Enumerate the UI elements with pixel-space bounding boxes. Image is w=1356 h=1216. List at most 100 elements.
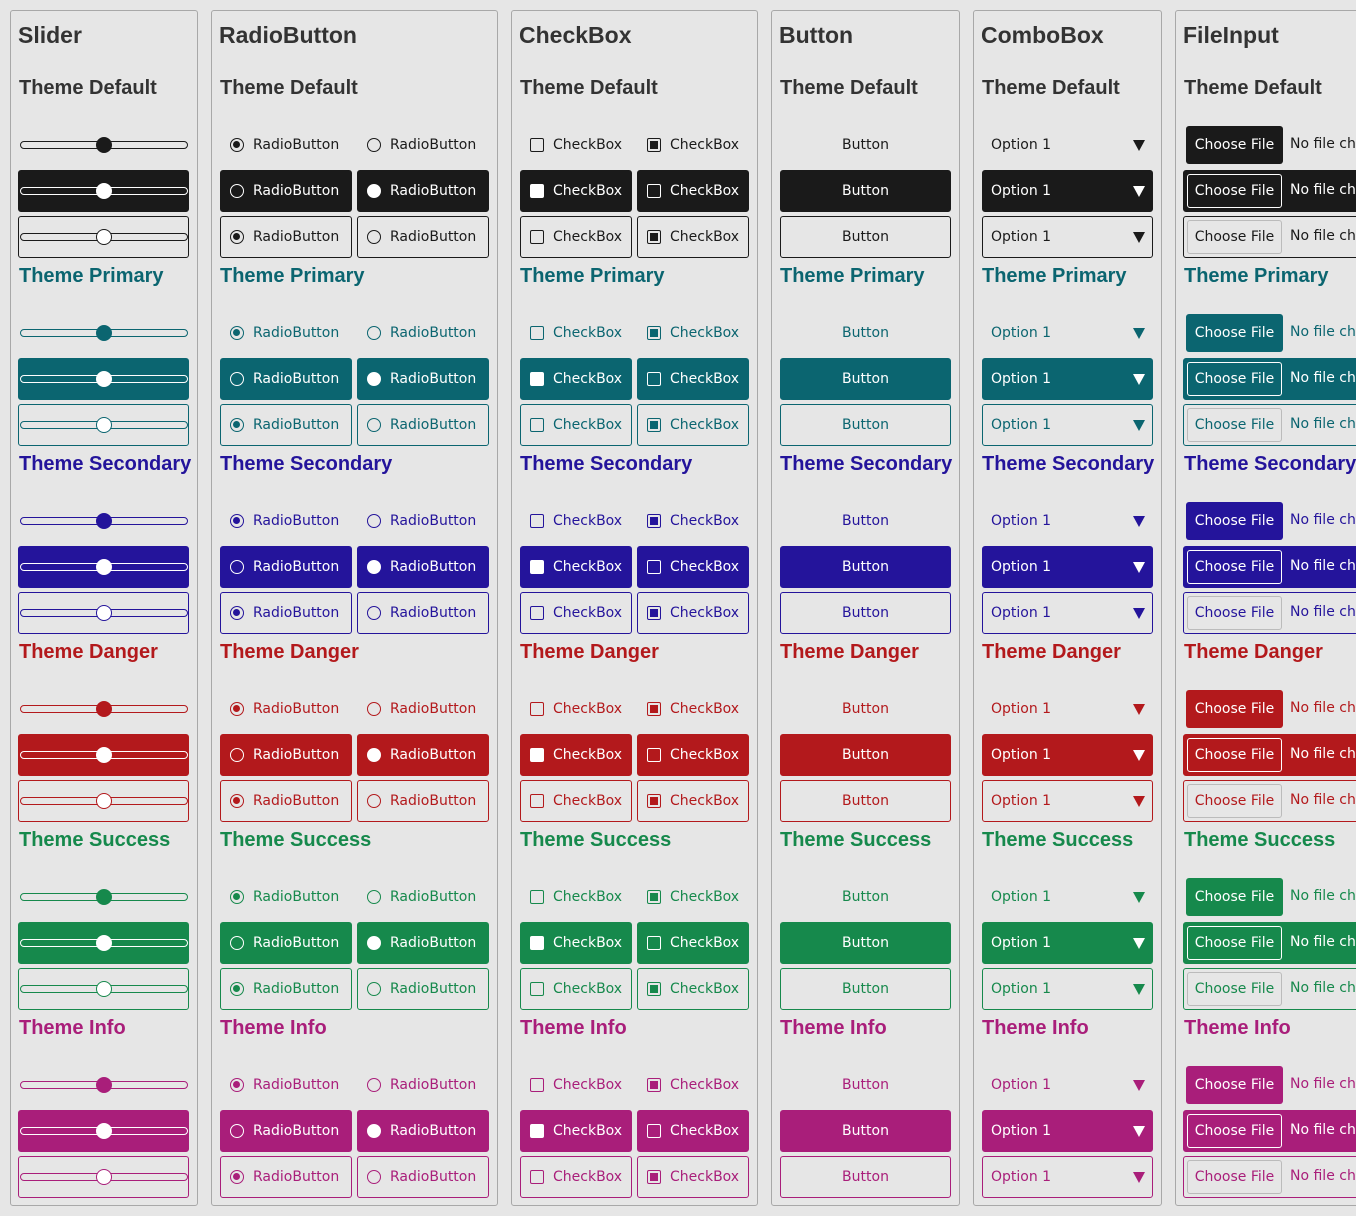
slider-thumb[interactable]	[96, 701, 112, 717]
checkbox[interactable]	[647, 748, 661, 762]
checkbox-box[interactable]	[520, 780, 632, 822]
checkbox[interactable]	[647, 560, 661, 574]
checkbox-box[interactable]	[520, 404, 632, 446]
button[interactable]	[780, 404, 951, 446]
radio[interactable]	[230, 138, 244, 152]
checkbox[interactable]	[647, 1078, 661, 1092]
checkbox-box[interactable]	[520, 1156, 632, 1198]
file-button[interactable]	[1187, 550, 1282, 584]
radio-box[interactable]	[220, 216, 352, 258]
radio[interactable]	[230, 794, 244, 808]
checkbox-box[interactable]	[637, 592, 749, 634]
combobox[interactable]	[982, 1156, 1153, 1198]
radio[interactable]	[367, 560, 381, 574]
radio[interactable]	[230, 890, 244, 904]
checkbox-box[interactable]	[637, 404, 749, 446]
radio[interactable]	[230, 748, 244, 762]
radio[interactable]	[230, 936, 244, 950]
file-button[interactable]	[1187, 926, 1282, 960]
file-button[interactable]	[1187, 174, 1282, 208]
slider-box[interactable]	[18, 404, 189, 446]
radio-box[interactable]	[357, 968, 489, 1010]
slider-thumb[interactable]	[96, 559, 112, 575]
button[interactable]	[780, 358, 951, 400]
radio[interactable]	[367, 326, 381, 340]
file-box[interactable]	[1183, 404, 1356, 446]
radio-box[interactable]	[220, 780, 352, 822]
checkbox[interactable]	[530, 184, 544, 198]
radio-box[interactable]	[220, 592, 352, 634]
checkbox[interactable]	[647, 230, 661, 244]
checkbox[interactable]	[647, 184, 661, 198]
slider-thumb[interactable]	[96, 229, 112, 245]
file-button[interactable]	[1187, 738, 1282, 772]
checkbox[interactable]	[530, 890, 544, 904]
radio[interactable]	[367, 936, 381, 950]
file-box[interactable]	[1183, 592, 1356, 634]
slider-thumb[interactable]	[96, 513, 112, 529]
checkbox-box[interactable]	[637, 546, 749, 588]
checkbox-box[interactable]	[637, 734, 749, 776]
button[interactable]	[780, 968, 951, 1010]
file-box[interactable]	[1183, 968, 1356, 1010]
radio[interactable]	[367, 138, 381, 152]
checkbox[interactable]	[647, 702, 661, 716]
file-button[interactable]	[1186, 878, 1283, 916]
file-button[interactable]	[1186, 690, 1283, 728]
file-box[interactable]	[1183, 780, 1356, 822]
checkbox[interactable]	[647, 138, 661, 152]
radio[interactable]	[367, 1124, 381, 1138]
slider-box[interactable]	[18, 592, 189, 634]
combobox[interactable]	[982, 734, 1153, 776]
slider-box[interactable]	[18, 1156, 189, 1198]
slider-thumb[interactable]	[96, 137, 112, 153]
checkbox[interactable]	[530, 794, 544, 808]
checkbox[interactable]	[530, 230, 544, 244]
combobox[interactable]	[982, 1110, 1153, 1152]
checkbox[interactable]	[530, 748, 544, 762]
checkbox-box[interactable]	[520, 968, 632, 1010]
slider-thumb[interactable]	[96, 183, 112, 199]
checkbox[interactable]	[530, 1170, 544, 1184]
checkbox-box[interactable]	[520, 216, 632, 258]
button[interactable]	[780, 546, 951, 588]
checkbox-box[interactable]	[637, 922, 749, 964]
radio[interactable]	[230, 230, 244, 244]
radio-box[interactable]	[357, 404, 489, 446]
button[interactable]	[780, 780, 951, 822]
radio-box[interactable]	[357, 1156, 489, 1198]
checkbox-box[interactable]	[637, 216, 749, 258]
radio-box[interactable]	[357, 592, 489, 634]
checkbox-box[interactable]	[637, 358, 749, 400]
slider-thumb[interactable]	[96, 889, 112, 905]
checkbox[interactable]	[647, 936, 661, 950]
radio-box[interactable]	[220, 404, 352, 446]
slider-thumb[interactable]	[96, 1169, 112, 1185]
slider-thumb[interactable]	[96, 417, 112, 433]
radio[interactable]	[230, 606, 244, 620]
checkbox[interactable]	[530, 606, 544, 620]
radio[interactable]	[367, 982, 381, 996]
radio[interactable]	[367, 230, 381, 244]
radio[interactable]	[367, 514, 381, 528]
checkbox[interactable]	[647, 418, 661, 432]
radio[interactable]	[230, 1078, 244, 1092]
file-button[interactable]	[1187, 408, 1282, 442]
radio[interactable]	[367, 372, 381, 386]
radio-box[interactable]	[357, 780, 489, 822]
radio[interactable]	[230, 184, 244, 198]
checkbox[interactable]	[530, 326, 544, 340]
file-button[interactable]	[1186, 1066, 1283, 1104]
file-box[interactable]	[1183, 1156, 1356, 1198]
radio[interactable]	[230, 418, 244, 432]
file-button[interactable]	[1187, 1160, 1282, 1194]
file-button[interactable]	[1187, 596, 1282, 630]
button[interactable]	[780, 922, 951, 964]
checkbox[interactable]	[530, 514, 544, 528]
combobox[interactable]	[982, 546, 1153, 588]
checkbox[interactable]	[647, 1124, 661, 1138]
slider-thumb[interactable]	[96, 605, 112, 621]
slider-thumb[interactable]	[96, 981, 112, 997]
file-box[interactable]	[1183, 216, 1356, 258]
checkbox[interactable]	[530, 418, 544, 432]
